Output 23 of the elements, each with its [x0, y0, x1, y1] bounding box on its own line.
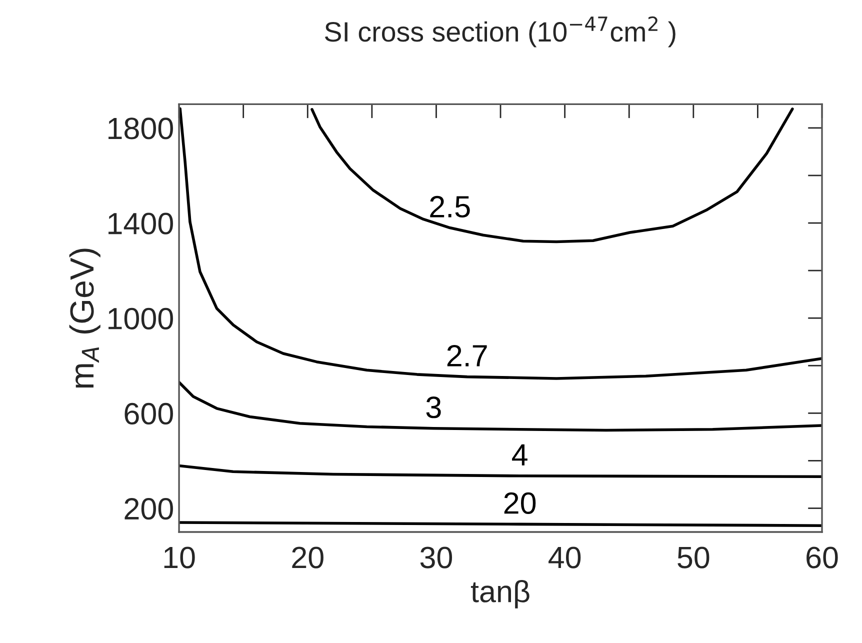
y-tick-label: 1800 [108, 118, 173, 140]
y-axis-title: m$_{A}$ (GeV) [69, 248, 100, 388]
series-label: 3 [426, 396, 441, 418]
x-tick-label: 30 [420, 546, 452, 568]
series-label: 2.5 [430, 196, 470, 218]
line-series [179, 380, 822, 432]
y-tick-label: 1400 [108, 212, 173, 234]
x-tick-label: 40 [548, 546, 581, 568]
y-tick-label: 1000 [108, 308, 173, 330]
y-tick-label: 200 [124, 498, 173, 520]
y-tick-label: 600 [124, 402, 173, 425]
x-tick-label: 60 [806, 546, 838, 568]
chart-title: SI cross section (10$^{−47}$cm$^{2}$ ) [324, 16, 676, 48]
x-tick-label: 50 [678, 546, 710, 568]
x-axis-title: tanβ [470, 580, 530, 608]
series-label: 20 [504, 492, 536, 514]
line-series [310, 108, 794, 244]
line-series [179, 107, 822, 380]
line-series [179, 464, 822, 478]
series-label: 4 [512, 444, 528, 466]
x-tick-label: 20 [292, 546, 324, 568]
series-label: 2.7 [447, 344, 487, 366]
x-tick-label: 10 [164, 546, 195, 568]
